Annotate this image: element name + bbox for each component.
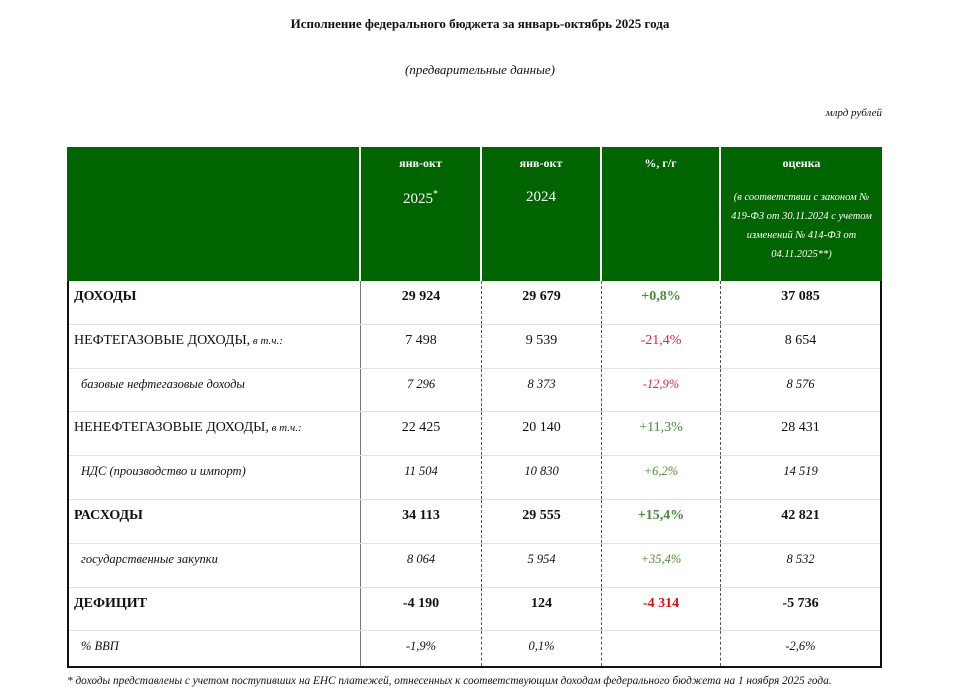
row-label-text: НЕНЕФТЕГАЗОВЫЕ ДОХОДЫ, — [74, 420, 269, 436]
footnote-mark: * — [433, 189, 438, 200]
value-2024: 29 555 — [482, 499, 602, 543]
table-row: РАСХОДЫ 34 113 29 555 +15,4% 42 821 — [69, 499, 880, 544]
value-estimate: -2,6% — [785, 639, 816, 654]
value-2025: 29 924 — [361, 281, 482, 324]
row-label-text: НЕФТЕГАЗОВЫЕ ДОХОДЫ, — [74, 332, 251, 348]
row-label-text: % ВВП — [81, 639, 119, 654]
value-2024: 8 373 — [482, 368, 602, 412]
row-label-suffix: в т.ч.: — [250, 334, 283, 347]
value-pct-yoy: +15,4% — [602, 499, 721, 543]
row-label-text: базовые нефтегазовые доходы — [81, 376, 245, 391]
row-label: РАСХОДЫ — [69, 499, 361, 543]
value-pct-yoy: +6,2% — [602, 456, 721, 499]
row-label: НДС (производство и импорт) — [69, 456, 361, 499]
table-row: НЕНЕФТЕГАЗОВЫЕ ДОХОДЫ, в т.ч.: 22 425 20 1… — [69, 412, 880, 457]
value-pct-yoy: -21,4% — [602, 324, 721, 368]
row-label: % ВВП — [69, 631, 361, 667]
row-label: базовые нефтегазовые доходы — [69, 368, 361, 412]
units-label: млрд рублей — [825, 107, 882, 119]
value-2025: 22 425 — [361, 412, 482, 456]
value-estimate: 8 654 — [784, 332, 817, 348]
value-2024: 5 954 — [482, 543, 602, 587]
table-body: ДОХОДЫ 29 924 29 679 +0,8% 37 085 НЕФТЕГАЗОВЫ… — [69, 281, 880, 667]
row-label-suffix: в т.ч.: — [268, 422, 302, 435]
value-2025: -1,9% — [361, 631, 482, 667]
header-year-value: 2025 — [403, 191, 433, 207]
header-label-cell — [67, 147, 361, 281]
value-estimate: 37 085 — [781, 289, 820, 304]
value-estimate: 8 576 — [786, 376, 815, 391]
header-pct: %, г/г — [644, 156, 677, 170]
header-year: 2024 — [526, 189, 556, 205]
value-2024: 29 679 — [482, 281, 602, 324]
header-period: янв-окт — [519, 156, 563, 170]
page-title: Исполнение федерального бюджета за январ… — [290, 16, 670, 31]
value-pct-yoy: -12,9% — [602, 368, 721, 412]
row-label: ДЕФИЦИТ — [69, 587, 361, 631]
header-col-2024: янв-окт 2024 — [482, 147, 602, 281]
value-2025: 34 113 — [361, 499, 482, 543]
page-subtitle: (предварительные данные) — [405, 62, 555, 77]
row-label-text: государственные закупки — [81, 551, 218, 566]
table-row: ДОХОДЫ 29 924 29 679 +0,8% 37 085 — [69, 281, 880, 325]
value-estimate: 14 519 — [783, 464, 818, 479]
value-estimate: 8 532 — [786, 551, 815, 566]
value-pct-yoy: +11,3% — [602, 412, 721, 456]
value-estimate: 28 431 — [781, 420, 820, 436]
row-label: государственные закупки — [69, 543, 361, 587]
row-label-text: НДС (производство и импорт) — [81, 464, 246, 479]
value-2025: 11 504 — [361, 456, 482, 499]
value-2025: 7 296 — [361, 368, 482, 412]
value-estimate: 42 821 — [781, 507, 820, 523]
budget-table: янв-окт 2025* янв-окт 2024 %, г/г оценка… — [67, 147, 882, 668]
value-2024: 124 — [482, 587, 602, 631]
value-2024: 0,1% — [482, 631, 602, 667]
table-row: государственные закупки 8 064 5 954 +35,4% 8… — [69, 543, 880, 588]
header-col-estimate: оценка (в соответствии с законом № 419-Ф… — [721, 147, 882, 281]
table-row: % ВВП -1,9% 0,1% -2,6% — [69, 631, 880, 667]
value-2024: 10 830 — [482, 456, 602, 499]
value-2025: 7 498 — [361, 324, 482, 368]
value-pct-yoy: +0,8% — [602, 281, 721, 324]
header-period: янв-окт — [399, 156, 442, 170]
table-row: ДЕФИЦИТ -4 190 124 -4 314 -5 736 — [69, 587, 880, 632]
header-estimate: оценка — [782, 156, 821, 170]
table-header: янв-окт 2025* янв-окт 2024 %, г/г оценка… — [67, 147, 882, 281]
value-pct-yoy: +35,4% — [602, 543, 721, 587]
table-row: НЕФТЕГАЗОВЫЕ ДОХОДЫ, в т.ч.: 7 498 9 539 -2… — [69, 324, 880, 369]
row-label: НЕНЕФТЕГАЗОВЫЕ ДОХОДЫ, в т.ч.: — [69, 412, 361, 456]
row-label-text: ДЕФИЦИТ — [74, 595, 148, 611]
row-label-text: РАСХОДЫ — [74, 507, 143, 523]
row-label: ДОХОДЫ — [69, 281, 361, 324]
header-col-pct: %, г/г — [602, 147, 721, 281]
row-label-text: ДОХОДЫ — [74, 289, 137, 304]
value-pct-yoy: -4 314 — [602, 587, 721, 631]
header-year: 2025* — [361, 189, 480, 208]
table-row: НДС (производство и импорт) 11 504 10 830 +… — [69, 456, 880, 500]
row-label: НЕФТЕГАЗОВЫЕ ДОХОДЫ, в т.ч.: — [69, 324, 361, 368]
value-2025: 8 064 — [361, 543, 482, 587]
table-row: базовые нефтегазовые доходы 7 296 8 373 -12… — [69, 368, 880, 413]
value-2024: 9 539 — [482, 324, 602, 368]
value-pct-yoy — [602, 631, 721, 667]
value-2025: -4 190 — [361, 587, 482, 631]
value-2024: 20 140 — [482, 412, 602, 456]
footnote: * доходы представлены с учетом поступивш… — [67, 675, 832, 687]
header-estimate-note: (в соответствии с законом № 419-ФЗ от 30… — [731, 192, 872, 260]
value-estimate: -5 736 — [782, 595, 819, 611]
header-col-2025: янв-окт 2025* — [361, 147, 482, 281]
